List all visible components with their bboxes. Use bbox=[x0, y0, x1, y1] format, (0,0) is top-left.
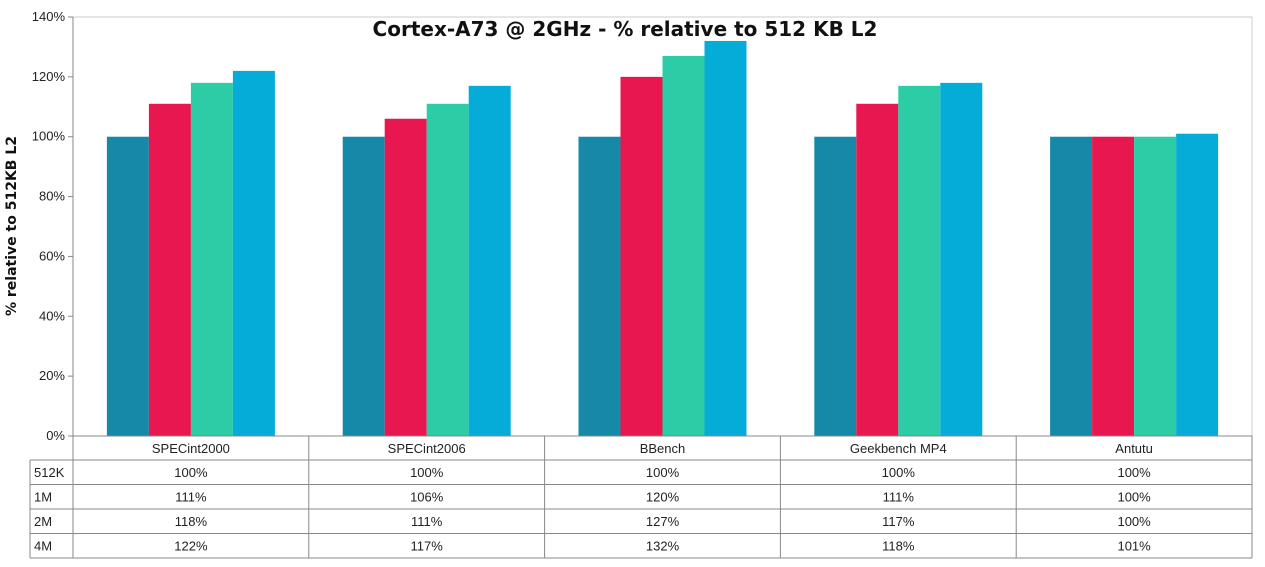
chart-title: Cortex-A73 @ 2GHz - % relative to 512 KB… bbox=[373, 17, 878, 41]
bar-512k-5 bbox=[1050, 136, 1093, 436]
bar-4m-2 bbox=[468, 85, 511, 436]
table-cell-512k-5: 100% bbox=[1117, 465, 1151, 480]
table-cell-512k-1: 100% bbox=[174, 465, 208, 480]
bar-512k-1 bbox=[106, 136, 149, 436]
table-cell-1m-5: 100% bbox=[1117, 490, 1151, 505]
table-cell-2m-4: 117% bbox=[882, 514, 915, 529]
bar-512k-4 bbox=[814, 136, 857, 436]
y-tick-label: 140% bbox=[32, 9, 66, 24]
table-cell-4m-4: 118% bbox=[882, 539, 915, 554]
series-label-4m: 4M bbox=[34, 539, 52, 554]
bar-2m-2 bbox=[426, 103, 469, 437]
category-label: SPECint2000 bbox=[152, 441, 230, 456]
table-cell-4m-1: 122% bbox=[174, 539, 208, 554]
table-cell-1m-2: 106% bbox=[410, 490, 444, 505]
bar-2m-1 bbox=[190, 82, 233, 436]
bar-2m-4 bbox=[898, 85, 941, 436]
category-label: SPECint2006 bbox=[388, 441, 466, 456]
category-label: BBench bbox=[640, 441, 686, 456]
table-cell-4m-2: 117% bbox=[411, 539, 444, 554]
bar-512k-3 bbox=[578, 136, 621, 436]
bar-1m-2 bbox=[384, 118, 427, 436]
y-tick-label: 60% bbox=[39, 248, 65, 263]
y-axis: 0% 20% 40% 60% 80% 100% 120% 140% bbox=[32, 9, 74, 443]
category-label: Antutu bbox=[1115, 441, 1153, 456]
y-axis-label: % relative to 512KB L2 bbox=[4, 136, 20, 316]
series-label-512k: 512K bbox=[34, 465, 65, 480]
table-cell-2m-5: 100% bbox=[1117, 514, 1151, 529]
table-cell-1m-3: 120% bbox=[646, 490, 680, 505]
plot-frame bbox=[73, 16, 1253, 436]
bar-1m-3 bbox=[620, 76, 663, 436]
table-cell-512k-4: 100% bbox=[882, 465, 916, 480]
bar-512k-2 bbox=[342, 136, 385, 436]
data-table: SPECint2000 SPECint2006 BBench Geekbench MP… bbox=[29, 435, 1253, 559]
table-cell-1m-4: 111% bbox=[883, 490, 915, 505]
bar-4m-3 bbox=[704, 40, 747, 436]
y-tick-label: 120% bbox=[32, 69, 66, 84]
bar-4m-5 bbox=[1176, 133, 1219, 436]
table-cell-4m-3: 132% bbox=[646, 539, 680, 554]
y-tick-label: 20% bbox=[39, 368, 65, 383]
bar-2m-5 bbox=[1134, 136, 1177, 436]
table-cell-2m-1: 118% bbox=[175, 514, 208, 529]
y-tick-label: 0% bbox=[46, 428, 65, 443]
bar-4m-4 bbox=[940, 82, 983, 436]
bar-1m-1 bbox=[148, 103, 191, 437]
table-cell-4m-5: 101% bbox=[1117, 539, 1151, 554]
bar-4m-1 bbox=[232, 70, 275, 436]
table-cell-2m-2: 111% bbox=[411, 514, 443, 529]
y-tick-label: 100% bbox=[32, 129, 66, 144]
bar-1m-5 bbox=[1092, 136, 1135, 436]
y-tick-label: 80% bbox=[39, 189, 65, 204]
bar-2m-3 bbox=[662, 55, 705, 437]
bar-1m-4 bbox=[856, 103, 899, 437]
table-cell-512k-2: 100% bbox=[410, 465, 444, 480]
series-label-2m: 2M bbox=[34, 514, 52, 529]
bars bbox=[106, 40, 1219, 437]
y-tick-label: 40% bbox=[39, 308, 65, 323]
table-cell-512k-3: 100% bbox=[646, 465, 680, 480]
table-cell-2m-3: 127% bbox=[646, 514, 680, 529]
table-cell-1m-1: 111% bbox=[175, 490, 207, 505]
series-label-1m: 1M bbox=[34, 490, 52, 505]
category-label: Geekbench MP4 bbox=[850, 441, 947, 456]
